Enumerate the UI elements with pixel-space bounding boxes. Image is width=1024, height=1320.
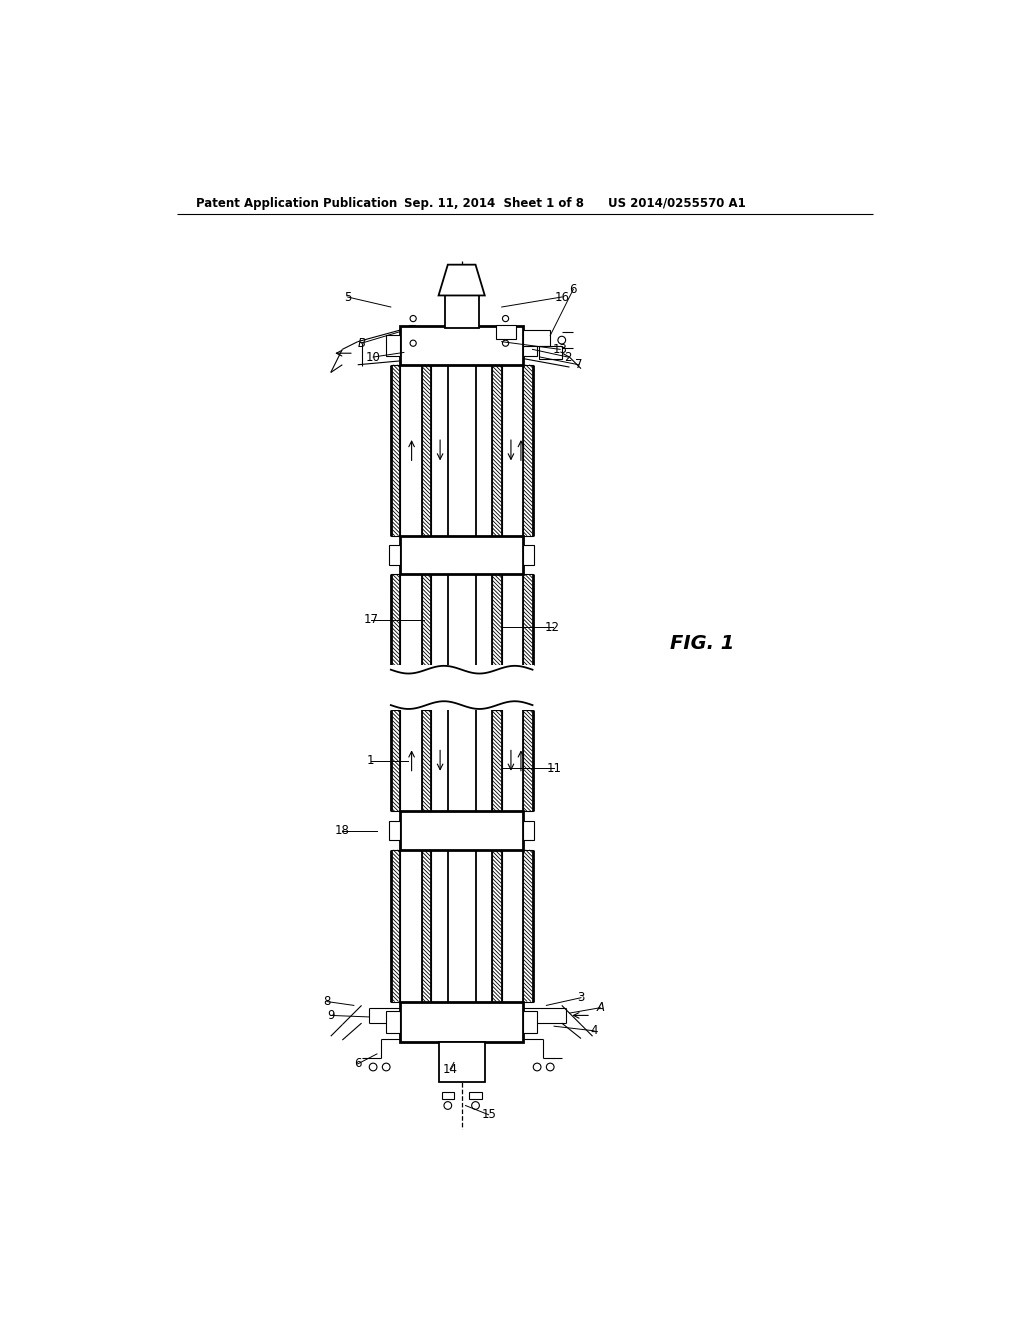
Text: 2: 2 — [564, 351, 571, 363]
Bar — [523, 335, 538, 356]
Text: 18: 18 — [335, 824, 350, 837]
Bar — [523, 545, 535, 565]
Bar — [400, 364, 422, 536]
Bar — [493, 574, 502, 665]
Bar — [539, 346, 562, 359]
Bar — [441, 1092, 454, 1100]
Bar — [386, 1011, 400, 1034]
Bar — [523, 364, 532, 536]
Text: US 2014/0255570 A1: US 2014/0255570 A1 — [608, 197, 745, 210]
Text: 16: 16 — [554, 290, 569, 304]
Text: 11: 11 — [547, 762, 561, 775]
Bar — [493, 850, 502, 1002]
Bar — [400, 710, 422, 812]
Text: 6: 6 — [569, 282, 578, 296]
Text: 4: 4 — [591, 1024, 598, 1038]
Bar — [444, 296, 478, 327]
Bar — [523, 330, 550, 346]
Text: Patent Application Publication: Patent Application Publication — [196, 197, 397, 210]
Text: FIG. 1: FIG. 1 — [670, 634, 734, 653]
Text: 3: 3 — [578, 991, 585, 1005]
Circle shape — [370, 1063, 377, 1071]
Bar — [422, 850, 431, 1002]
Bar — [422, 710, 431, 812]
Text: B: B — [357, 337, 366, 350]
Bar — [502, 850, 523, 1002]
Polygon shape — [438, 264, 484, 296]
Bar — [447, 710, 475, 812]
Bar — [502, 710, 523, 812]
Text: 17: 17 — [364, 612, 378, 626]
Text: 5: 5 — [344, 290, 351, 304]
Bar — [502, 364, 523, 536]
Bar — [422, 574, 431, 665]
Text: 10: 10 — [366, 351, 381, 363]
Text: 1: 1 — [367, 754, 375, 767]
Bar — [422, 364, 431, 536]
Circle shape — [558, 337, 565, 345]
Bar — [389, 821, 400, 841]
Circle shape — [410, 315, 416, 322]
Bar — [447, 850, 475, 1002]
Bar — [389, 665, 535, 710]
Bar — [497, 325, 515, 339]
Text: 12: 12 — [545, 620, 560, 634]
Bar — [386, 335, 400, 356]
Bar — [400, 574, 422, 665]
Bar — [523, 1011, 538, 1034]
Bar — [447, 574, 475, 665]
Bar — [400, 536, 523, 574]
Bar — [493, 364, 502, 536]
Bar — [400, 850, 422, 1002]
Circle shape — [503, 315, 509, 322]
Circle shape — [382, 1063, 390, 1071]
Circle shape — [547, 1063, 554, 1071]
Circle shape — [534, 1063, 541, 1071]
Bar — [389, 545, 400, 565]
Bar — [502, 574, 523, 665]
Bar — [391, 574, 400, 665]
Text: 13: 13 — [553, 343, 567, 356]
Bar — [400, 326, 523, 364]
Text: 7: 7 — [574, 358, 583, 371]
Bar — [438, 1043, 484, 1082]
Bar — [391, 364, 400, 536]
Text: 9: 9 — [327, 1008, 335, 1022]
Bar — [469, 1092, 481, 1100]
Bar — [493, 710, 502, 812]
Bar — [400, 812, 523, 850]
Circle shape — [410, 341, 416, 346]
Bar — [400, 1002, 523, 1043]
Text: Sep. 11, 2014  Sheet 1 of 8: Sep. 11, 2014 Sheet 1 of 8 — [403, 197, 584, 210]
Bar — [523, 710, 532, 812]
Bar — [391, 850, 400, 1002]
Bar — [447, 364, 475, 536]
Circle shape — [472, 1102, 479, 1109]
Text: A: A — [596, 1001, 604, 1014]
Bar — [523, 850, 532, 1002]
Bar — [523, 574, 532, 665]
Text: 14: 14 — [442, 1063, 458, 1076]
Circle shape — [503, 341, 509, 346]
Text: 15: 15 — [481, 1109, 496, 1121]
Text: 6: 6 — [354, 1057, 361, 1071]
Text: 8: 8 — [324, 995, 331, 1008]
Circle shape — [444, 1102, 452, 1109]
Bar — [391, 710, 400, 812]
Bar — [523, 821, 535, 841]
